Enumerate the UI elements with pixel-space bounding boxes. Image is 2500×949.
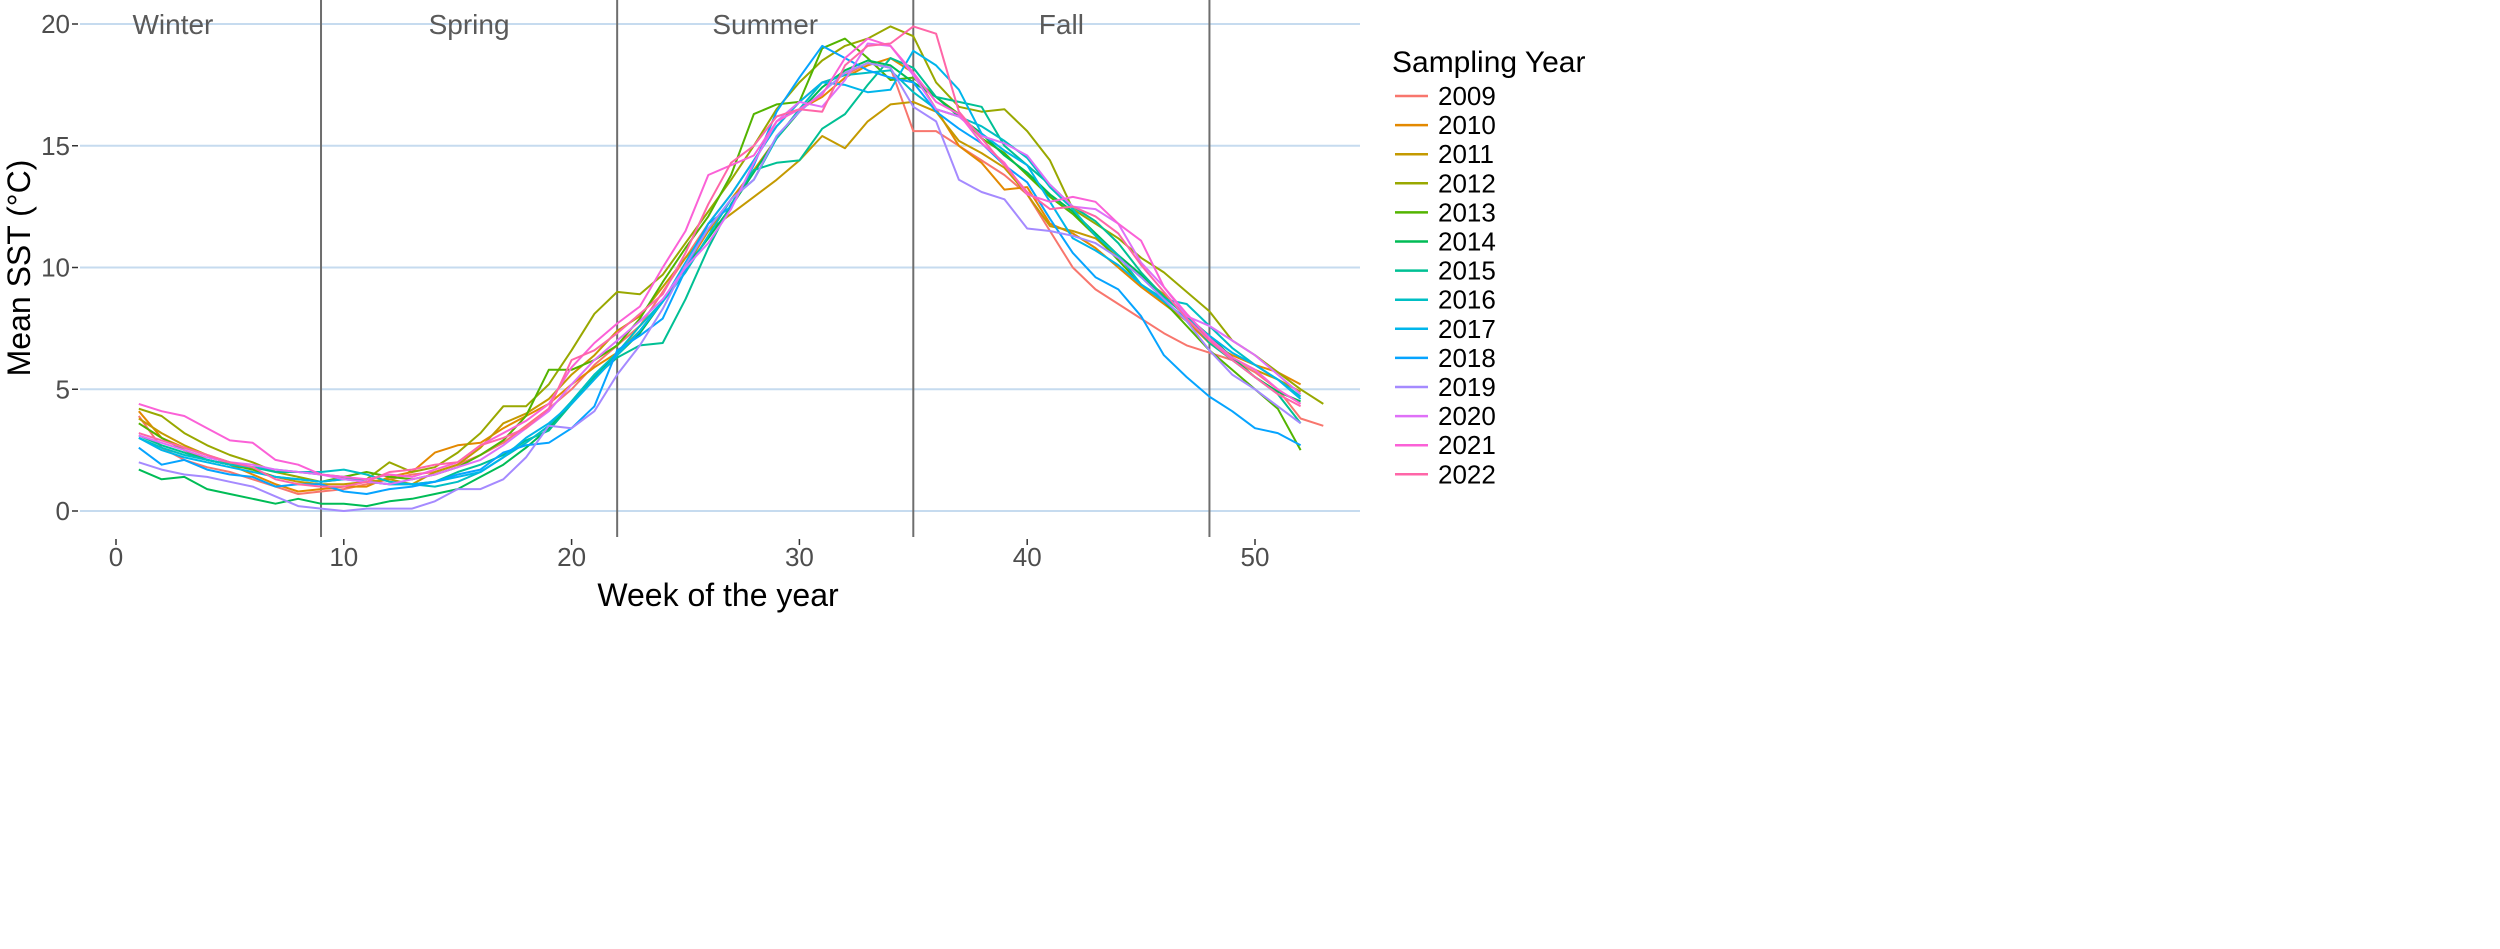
- legend-item-2021: 2021: [1395, 430, 1496, 460]
- legend-label: 2017: [1438, 314, 1496, 344]
- legend-label: 2020: [1438, 401, 1496, 431]
- series-line-2014: [138, 59, 1301, 508]
- series-line-2022: [138, 25, 1302, 488]
- season-labels: Winter Spring Summer Fall: [132, 9, 1083, 40]
- season-label-fall: Fall: [1039, 9, 1084, 40]
- legend-label: 2021: [1438, 430, 1496, 460]
- y-tick-label: 10: [41, 253, 70, 283]
- y-tick-label: 5: [56, 374, 70, 404]
- legend-item-2014: 2014: [1395, 227, 1496, 257]
- legend-item-2016: 2016: [1395, 285, 1496, 315]
- gridlines: [80, 23, 1360, 512]
- x-axis-ticks: 0 10 20 30 40 50: [109, 539, 1270, 572]
- series-line-2010: [138, 57, 1302, 493]
- series-line-2017: [138, 49, 1302, 486]
- legend-label: 2010: [1438, 110, 1496, 140]
- series-line-2013: [138, 37, 1302, 483]
- legend-title: Sampling Year: [1392, 46, 1585, 79]
- series-line-2019: [138, 62, 1302, 512]
- y-tick-label: 0: [56, 496, 70, 526]
- season-label-summer: Summer: [712, 9, 818, 40]
- series-line-2021: [138, 37, 1302, 481]
- series-line-2011: [138, 100, 1302, 486]
- legend-label: 2019: [1438, 372, 1496, 402]
- legend-label: 2015: [1438, 256, 1496, 286]
- legend-item-2011: 2011: [1395, 139, 1494, 169]
- legend-item-2017: 2017: [1395, 314, 1496, 344]
- series-lines: [137, 25, 1324, 512]
- y-tick-label: 20: [41, 9, 70, 39]
- legend-item-2015: 2015: [1395, 256, 1496, 286]
- legend-item-2022: 2022: [1395, 459, 1496, 489]
- legend-label: 2012: [1438, 168, 1496, 198]
- legend-item-2019: 2019: [1395, 372, 1496, 402]
- legend-label: 2014: [1438, 227, 1496, 257]
- x-tick-label: 30: [785, 542, 814, 572]
- season-label-spring: Spring: [429, 9, 510, 40]
- season-label-winter: Winter: [132, 9, 213, 40]
- legend-label: 2009: [1438, 81, 1496, 111]
- season-dividers: [320, 0, 1211, 537]
- y-tick-label: 15: [41, 131, 70, 161]
- legend-item-2010: 2010: [1395, 110, 1496, 140]
- series-line-2020: [138, 42, 1302, 486]
- x-axis-title: Week of the year: [597, 577, 839, 613]
- series-line-2012: [138, 25, 1324, 483]
- legend-item-2018: 2018: [1395, 343, 1496, 373]
- legend-item-2013: 2013: [1395, 197, 1496, 227]
- x-tick-label: 40: [1013, 542, 1042, 572]
- legend-label: 2013: [1438, 197, 1496, 227]
- legend-label: 2016: [1438, 285, 1496, 315]
- y-axis-ticks: 0 5 10 15 20: [41, 9, 78, 526]
- x-tick-label: 20: [557, 542, 586, 572]
- legend-label: 2018: [1438, 343, 1496, 373]
- legend-item-2009: 2009: [1395, 81, 1496, 111]
- x-tick-label: 50: [1241, 542, 1270, 572]
- legend-label: 2011: [1438, 139, 1494, 169]
- legend: Sampling Year 20092010201120122013201420…: [1392, 46, 1585, 489]
- legend-item-2020: 2020: [1395, 401, 1496, 431]
- x-tick-label: 0: [109, 542, 123, 572]
- legend-item-2012: 2012: [1395, 168, 1496, 198]
- x-tick-label: 10: [329, 542, 358, 572]
- series-line-2016: [138, 69, 1302, 488]
- legend-label: 2022: [1438, 459, 1496, 489]
- y-axis-title: Mean SST (°C): [1, 160, 37, 377]
